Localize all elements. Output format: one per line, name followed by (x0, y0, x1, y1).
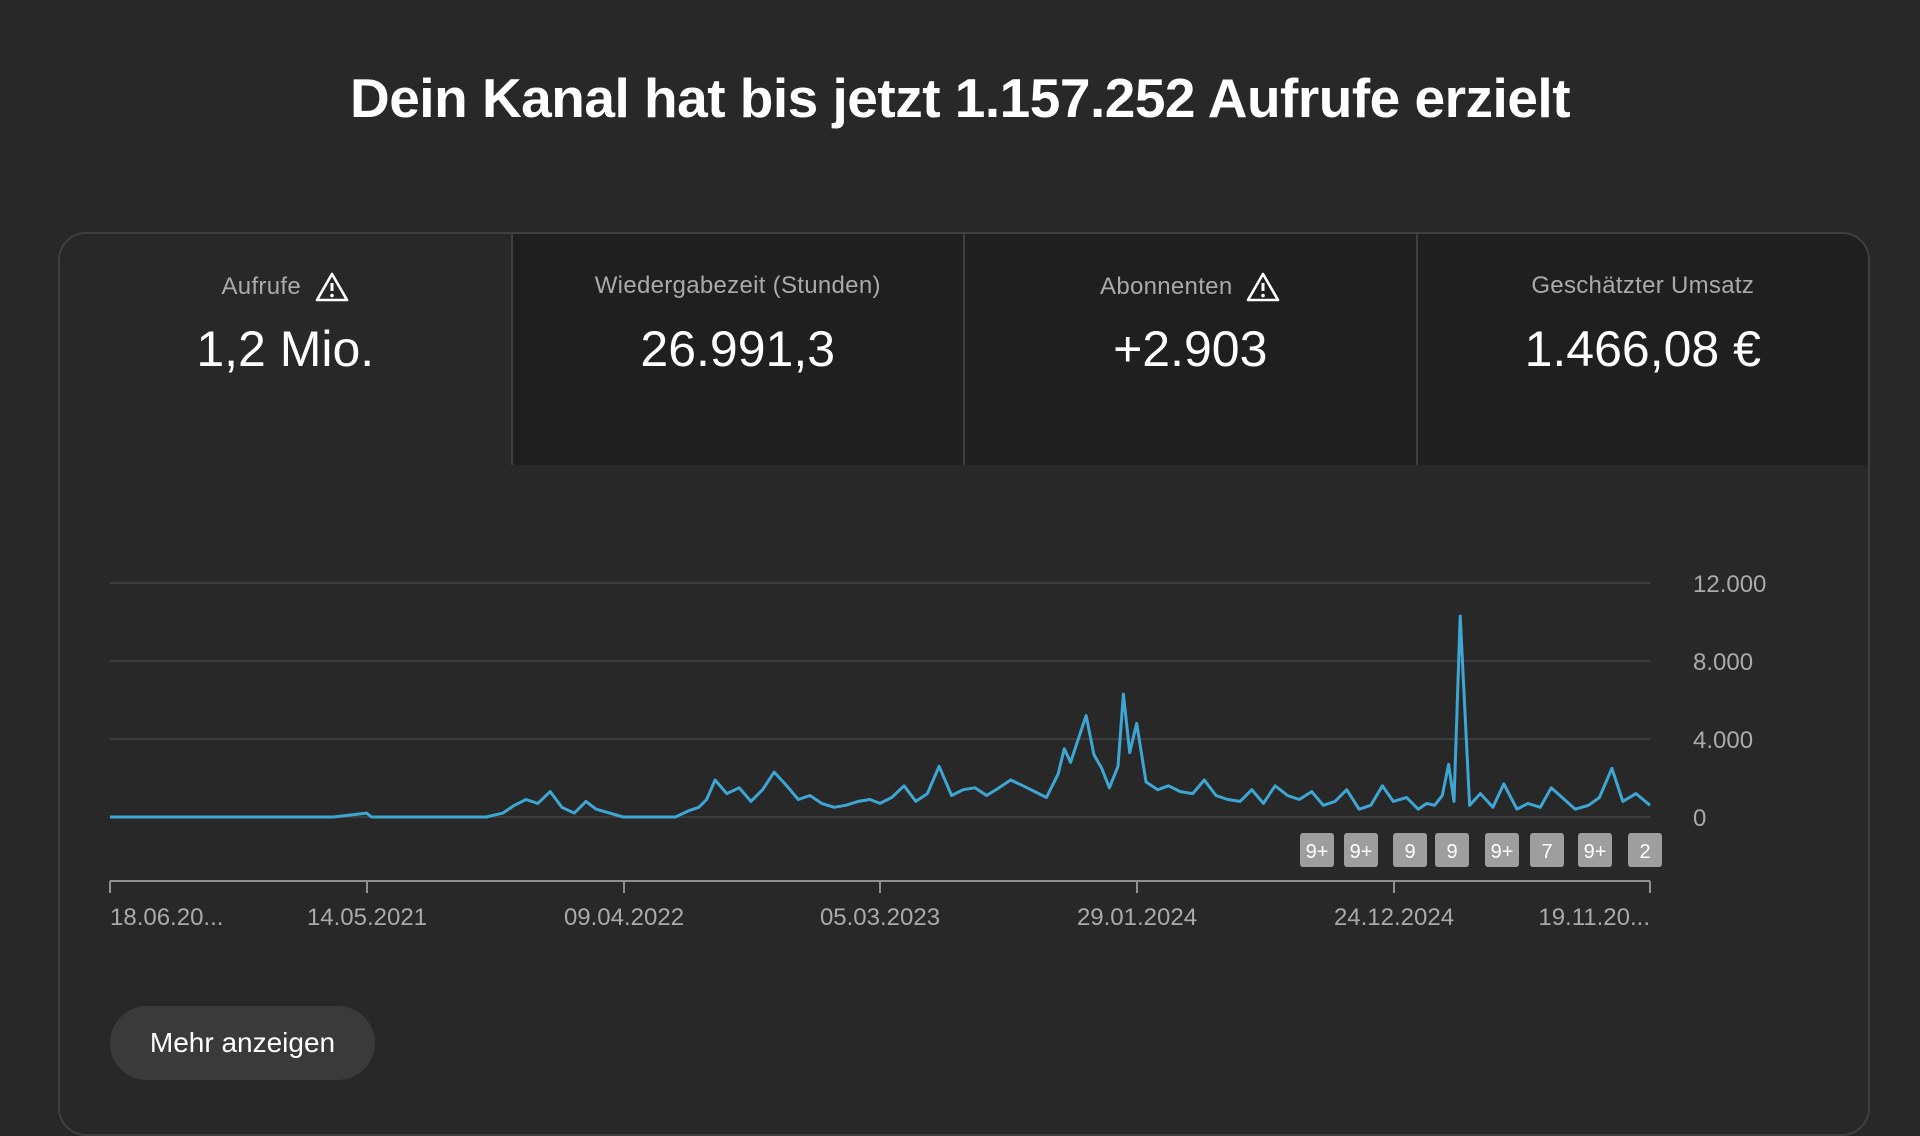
x-tick-label: 09.04.2022 (564, 904, 684, 931)
tab-watch-time-label: Wiedergabezeit (Stunden) (594, 272, 881, 299)
event-badge (1485, 833, 1519, 867)
event-badge-label: 7 (1541, 841, 1552, 863)
y-tick-label: 0 (1693, 805, 1706, 832)
event-badge-label: 9+ (1584, 841, 1607, 863)
x-tick-label: 14.05.2021 (307, 904, 427, 931)
tab-watch-time[interactable]: Wiedergabezeit (Stunden) 26.991,3 (510, 234, 963, 465)
event-badge-label: 9+ (1350, 841, 1373, 863)
tab-watch-time-value: 26.991,3 (640, 321, 836, 377)
tab-subscribers[interactable]: Abonnenten +2.903 (963, 234, 1416, 465)
tab-subscribers-label: Abonnenten (1100, 273, 1233, 300)
x-tick-label: 24.12.2024 (1334, 904, 1454, 931)
tab-revenue-label: Geschätzter Umsatz (1531, 272, 1755, 299)
event-badge-label: 9+ (1306, 841, 1329, 863)
x-tick-label: 29.01.2024 (1077, 904, 1197, 931)
event-badge-label: 9+ (1491, 841, 1514, 863)
metric-tabs: Aufrufe 1,2 Mio. Wiedergabezeit (Stunden… (60, 234, 1868, 465)
y-tick-label: 8.000 (1693, 649, 1753, 676)
warning-icon[interactable] (1246, 272, 1280, 302)
x-tick-label: 05.03.2023 (820, 904, 940, 931)
tab-revenue[interactable]: Geschätzter Umsatz 1.466,08 € (1415, 234, 1868, 465)
tab-views-value: 1,2 Mio. (196, 321, 375, 377)
event-badge (1300, 833, 1334, 867)
event-badge (1530, 833, 1564, 867)
tab-views-label: Aufrufe (221, 273, 301, 300)
analytics-card: Aufrufe 1,2 Mio. Wiedergabezeit (Stunden… (58, 232, 1870, 1136)
event-badge (1628, 833, 1662, 867)
event-badge-label: 9 (1404, 841, 1415, 863)
tab-subscribers-value: +2.903 (1113, 321, 1268, 377)
page-headline: Dein Kanal hat bis jetzt 1.157.252 Aufru… (349, 67, 1571, 129)
event-badge-label: 9 (1446, 841, 1457, 863)
show-more-button[interactable]: Mehr anzeigen (110, 1006, 375, 1080)
event-badge (1578, 833, 1612, 867)
warning-icon[interactable] (315, 272, 349, 302)
views-series-line (110, 614, 1651, 819)
tab-revenue-value: 1.466,08 € (1524, 321, 1761, 377)
tab-views[interactable]: Aufrufe 1,2 Mio. (60, 234, 511, 465)
event-badge (1393, 833, 1427, 867)
event-badge (1344, 833, 1378, 867)
y-tick-label: 4.000 (1693, 727, 1753, 754)
x-tick-label: 18.06.20... (110, 904, 223, 931)
x-tick-label: 19.11.20... (1538, 904, 1650, 931)
y-tick-label: 12.000 (1693, 571, 1766, 598)
event-badge (1435, 833, 1469, 867)
event-badge-label: 2 (1639, 841, 1650, 863)
views-line-chart: 12.000 8.000 4.000 0 18.06.20... 14.05.2021 09… (109, 571, 1766, 931)
